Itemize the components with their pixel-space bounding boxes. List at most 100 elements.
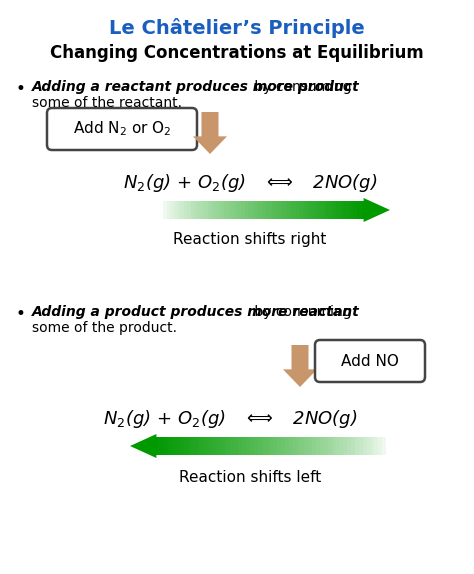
Text: Add N$_2$ or O$_2$: Add N$_2$ or O$_2$ (73, 119, 171, 138)
Polygon shape (360, 201, 364, 219)
Polygon shape (292, 201, 296, 219)
Polygon shape (214, 201, 218, 219)
Polygon shape (188, 437, 191, 455)
Text: by consuming: by consuming (250, 305, 352, 319)
Polygon shape (277, 437, 281, 455)
Polygon shape (265, 201, 269, 219)
Text: Reaction shifts right: Reaction shifts right (173, 232, 327, 247)
Polygon shape (211, 201, 214, 219)
Polygon shape (316, 201, 319, 219)
FancyBboxPatch shape (47, 108, 197, 150)
Polygon shape (183, 437, 188, 455)
Polygon shape (176, 437, 180, 455)
Polygon shape (289, 437, 292, 455)
Polygon shape (297, 437, 301, 455)
Polygon shape (234, 437, 238, 455)
Text: •: • (15, 305, 25, 323)
Polygon shape (279, 201, 282, 219)
Polygon shape (238, 201, 241, 219)
Polygon shape (221, 201, 225, 219)
Polygon shape (371, 437, 374, 455)
Polygon shape (248, 201, 252, 219)
Polygon shape (130, 434, 156, 458)
Polygon shape (347, 437, 351, 455)
Polygon shape (173, 201, 177, 219)
Polygon shape (382, 437, 386, 455)
Polygon shape (195, 437, 199, 455)
Polygon shape (238, 437, 242, 455)
Polygon shape (194, 201, 197, 219)
Polygon shape (378, 437, 382, 455)
Polygon shape (227, 437, 230, 455)
Polygon shape (324, 437, 328, 455)
Polygon shape (250, 437, 254, 455)
Polygon shape (203, 437, 207, 455)
Polygon shape (208, 201, 211, 219)
Polygon shape (339, 437, 343, 455)
Polygon shape (191, 201, 194, 219)
Polygon shape (328, 437, 332, 455)
Polygon shape (308, 437, 312, 455)
Polygon shape (285, 201, 289, 219)
Polygon shape (218, 201, 221, 219)
Polygon shape (255, 201, 258, 219)
Polygon shape (211, 437, 215, 455)
Polygon shape (364, 198, 390, 222)
Polygon shape (333, 201, 337, 219)
Polygon shape (282, 201, 285, 219)
Text: Reaction shifts left: Reaction shifts left (179, 470, 321, 485)
Polygon shape (299, 201, 302, 219)
Polygon shape (245, 201, 248, 219)
Polygon shape (367, 437, 371, 455)
Polygon shape (332, 437, 336, 455)
Text: by consuming: by consuming (250, 80, 352, 94)
Text: Adding a reactant produces more product: Adding a reactant produces more product (32, 80, 360, 94)
Polygon shape (252, 201, 255, 219)
Polygon shape (228, 201, 231, 219)
Polygon shape (302, 201, 306, 219)
Polygon shape (320, 437, 324, 455)
Polygon shape (337, 201, 340, 219)
Polygon shape (316, 437, 320, 455)
Polygon shape (164, 437, 168, 455)
Polygon shape (262, 437, 265, 455)
Polygon shape (319, 201, 323, 219)
Polygon shape (269, 437, 273, 455)
Polygon shape (187, 201, 191, 219)
Polygon shape (359, 437, 363, 455)
Polygon shape (304, 437, 308, 455)
Polygon shape (242, 437, 246, 455)
Polygon shape (326, 201, 329, 219)
Polygon shape (191, 437, 195, 455)
Text: N$_2$(g) + O$_2$(g)   $\Longleftrightarrow$   2NO(g): N$_2$(g) + O$_2$(g) $\Longleftrightarrow… (123, 172, 377, 194)
Polygon shape (323, 201, 326, 219)
Polygon shape (262, 201, 265, 219)
Text: some of the product.: some of the product. (32, 321, 177, 335)
Polygon shape (336, 437, 339, 455)
Polygon shape (160, 437, 164, 455)
Polygon shape (197, 201, 201, 219)
Polygon shape (184, 201, 187, 219)
Text: •: • (15, 80, 25, 98)
Polygon shape (235, 201, 238, 219)
Polygon shape (241, 201, 245, 219)
Polygon shape (350, 201, 354, 219)
Polygon shape (231, 201, 235, 219)
Polygon shape (301, 437, 304, 455)
Text: N$_2$(g) + O$_2$(g)   $\Longleftrightarrow$   2NO(g): N$_2$(g) + O$_2$(g) $\Longleftrightarrow… (103, 408, 357, 430)
Polygon shape (343, 437, 347, 455)
Polygon shape (215, 437, 219, 455)
Polygon shape (201, 201, 204, 219)
Polygon shape (354, 201, 357, 219)
Polygon shape (164, 201, 167, 219)
Polygon shape (167, 201, 170, 219)
Polygon shape (285, 437, 289, 455)
Polygon shape (340, 201, 343, 219)
Polygon shape (281, 437, 285, 455)
Polygon shape (265, 437, 269, 455)
Polygon shape (199, 437, 203, 455)
Polygon shape (219, 437, 223, 455)
Polygon shape (275, 201, 279, 219)
Text: some of the reactant.: some of the reactant. (32, 96, 182, 110)
Polygon shape (374, 437, 378, 455)
